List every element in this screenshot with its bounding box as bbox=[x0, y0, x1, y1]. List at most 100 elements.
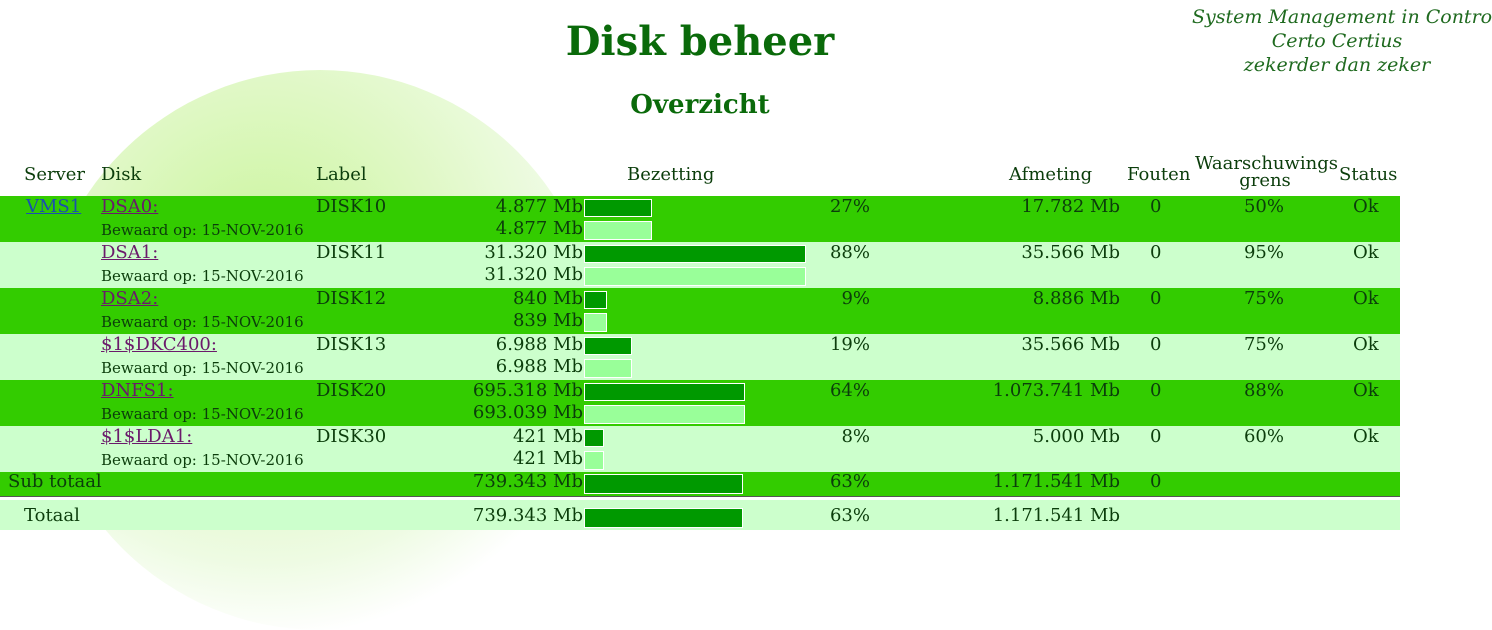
total-used: 739.343 Mb bbox=[472, 505, 583, 526]
brand-tagline: System Management in Control Certo Certi… bbox=[1192, 5, 1492, 77]
usage-bar-current bbox=[584, 245, 806, 263]
brand-line-3: zekerder dan zeker bbox=[1243, 54, 1431, 76]
saved-date: Bewaard op: 15-NOV-2016 bbox=[101, 405, 304, 423]
total-percent: 63% bbox=[829, 505, 870, 526]
used-saved: 31.320 Mb bbox=[484, 264, 583, 285]
disk-link[interactable]: DSA2: bbox=[101, 288, 159, 309]
table-row: DSA1: Bewaard op: 15-NOV-2016 DISK11 31.… bbox=[0, 242, 1400, 288]
warning-threshold: 95% bbox=[1243, 242, 1284, 263]
usage-percent: 64% bbox=[829, 380, 870, 401]
total-size: 1.171.541 Mb bbox=[992, 505, 1120, 526]
warning-threshold: 75% bbox=[1243, 334, 1284, 355]
used-saved: 4.877 Mb bbox=[495, 218, 583, 239]
warning-threshold: 88% bbox=[1243, 380, 1284, 401]
page-header: Disk beheer Overzicht System Management … bbox=[0, 0, 1492, 150]
usage-bar-current bbox=[584, 199, 652, 217]
saved-date: Bewaard op: 15-NOV-2016 bbox=[101, 313, 304, 331]
used-current: 695.318 Mb bbox=[472, 380, 583, 401]
saved-date: Bewaard op: 15-NOV-2016 bbox=[101, 451, 304, 469]
disk-size: 35.566 Mb bbox=[1021, 242, 1120, 263]
total-row: Totaal 739.343 Mb 63% 1.171.541 Mb bbox=[0, 500, 1400, 530]
used-current: 31.320 Mb bbox=[484, 242, 583, 263]
header-status: Status bbox=[1339, 164, 1398, 185]
used-saved: 693.039 Mb bbox=[472, 402, 583, 423]
subtotal-percent: 63% bbox=[829, 471, 870, 492]
disk-link[interactable]: DSA0: bbox=[101, 196, 159, 217]
disk-link[interactable]: DSA1: bbox=[101, 242, 159, 263]
usage-percent: 9% bbox=[841, 288, 870, 309]
subtotal-size: 1.171.541 Mb bbox=[992, 471, 1120, 492]
disk-size: 17.782 Mb bbox=[1021, 196, 1120, 217]
used-current: 4.877 Mb bbox=[495, 196, 583, 217]
table-row: DSA2: Bewaard op: 15-NOV-2016 DISK12 840… bbox=[0, 288, 1400, 334]
header-server: Server bbox=[24, 164, 86, 185]
header-warning-line-2: grens bbox=[1239, 170, 1291, 191]
disk-label: DISK13 bbox=[316, 334, 387, 355]
usage-percent: 88% bbox=[829, 242, 870, 263]
usage-percent: 27% bbox=[829, 196, 870, 217]
disk-table: Server Disk Label Bezetting Afmeting Fou… bbox=[0, 150, 1400, 530]
usage-percent: 19% bbox=[829, 334, 870, 355]
page-title: Disk beheer bbox=[565, 18, 835, 65]
used-saved: 421 Mb bbox=[512, 448, 583, 469]
table-row: DNFS1: Bewaard op: 15-NOV-2016 DISK20 69… bbox=[0, 380, 1400, 426]
usage-bar-current bbox=[584, 291, 607, 309]
warning-threshold: 60% bbox=[1243, 426, 1284, 447]
header-usage: Bezetting bbox=[627, 164, 715, 185]
header-warning: Waarschuwings grens bbox=[1195, 153, 1339, 191]
disk-label: DISK11 bbox=[316, 242, 387, 263]
subtotal-label: Sub totaal bbox=[8, 471, 102, 492]
table-row: $1$DKC400: Bewaard op: 15-NOV-2016 DISK1… bbox=[0, 334, 1400, 380]
disk-link[interactable]: $1$LDA1: bbox=[101, 426, 193, 447]
error-count: 0 bbox=[1150, 242, 1162, 263]
usage-bar-saved bbox=[584, 451, 604, 470]
status-text: Ok bbox=[1353, 380, 1379, 401]
disk-link[interactable]: DNFS1: bbox=[101, 380, 174, 401]
usage-percent: 8% bbox=[841, 426, 870, 447]
usage-bar-saved bbox=[584, 313, 607, 332]
header-warning-line-1: Waarschuwings bbox=[1195, 153, 1339, 174]
total-usage-bar bbox=[584, 508, 743, 528]
header-disk: Disk bbox=[101, 164, 142, 185]
disk-size: 5.000 Mb bbox=[1032, 426, 1120, 447]
error-count: 0 bbox=[1150, 196, 1162, 217]
table-header: Server Disk Label Bezetting Afmeting Fou… bbox=[0, 150, 1400, 196]
disk-size: 1.073.741 Mb bbox=[992, 380, 1120, 401]
usage-bar-saved bbox=[584, 267, 806, 286]
error-count: 0 bbox=[1150, 426, 1162, 447]
usage-bar-saved bbox=[584, 359, 632, 378]
error-count: 0 bbox=[1150, 334, 1162, 355]
disk-label: DISK30 bbox=[316, 426, 387, 447]
server-link[interactable]: VMS1 bbox=[26, 196, 82, 217]
status-text: Ok bbox=[1353, 334, 1379, 355]
page-subtitle: Overzicht bbox=[630, 90, 770, 120]
disk-label: DISK20 bbox=[316, 380, 387, 401]
status-text: Ok bbox=[1353, 196, 1379, 217]
used-current: 421 Mb bbox=[512, 426, 583, 447]
disk-label: DISK10 bbox=[316, 196, 387, 217]
error-count: 0 bbox=[1150, 380, 1162, 401]
disk-link[interactable]: $1$DKC400: bbox=[101, 334, 217, 355]
disk-size: 35.566 Mb bbox=[1021, 334, 1120, 355]
usage-bar-current bbox=[584, 337, 632, 355]
table-row: $1$LDA1: Bewaard op: 15-NOV-2016 DISK30 … bbox=[0, 426, 1400, 472]
brand-line-1: System Management in Control bbox=[1192, 6, 1492, 28]
subtotal-used: 739.343 Mb bbox=[472, 471, 583, 492]
header-errors: Fouten bbox=[1127, 164, 1191, 185]
status-text: Ok bbox=[1353, 426, 1379, 447]
brand-line-2: Certo Certius bbox=[1271, 30, 1403, 52]
subtotal-row: Sub totaal 739.343 Mb 63% 1.171.541 Mb 0 bbox=[0, 471, 1400, 496]
used-saved: 839 Mb bbox=[512, 310, 583, 331]
status-text: Ok bbox=[1353, 242, 1379, 263]
total-divider bbox=[0, 496, 1400, 500]
usage-bar-saved bbox=[584, 405, 745, 424]
header-size: Afmeting bbox=[1009, 164, 1093, 185]
used-current: 840 Mb bbox=[512, 288, 583, 309]
saved-date: Bewaard op: 15-NOV-2016 bbox=[101, 267, 304, 285]
usage-bar-current bbox=[584, 429, 604, 447]
disk-size: 8.886 Mb bbox=[1032, 288, 1120, 309]
usage-bar-saved bbox=[584, 221, 652, 240]
used-saved: 6.988 Mb bbox=[495, 356, 583, 377]
saved-date: Bewaard op: 15-NOV-2016 bbox=[101, 359, 304, 377]
used-current: 6.988 Mb bbox=[495, 334, 583, 355]
